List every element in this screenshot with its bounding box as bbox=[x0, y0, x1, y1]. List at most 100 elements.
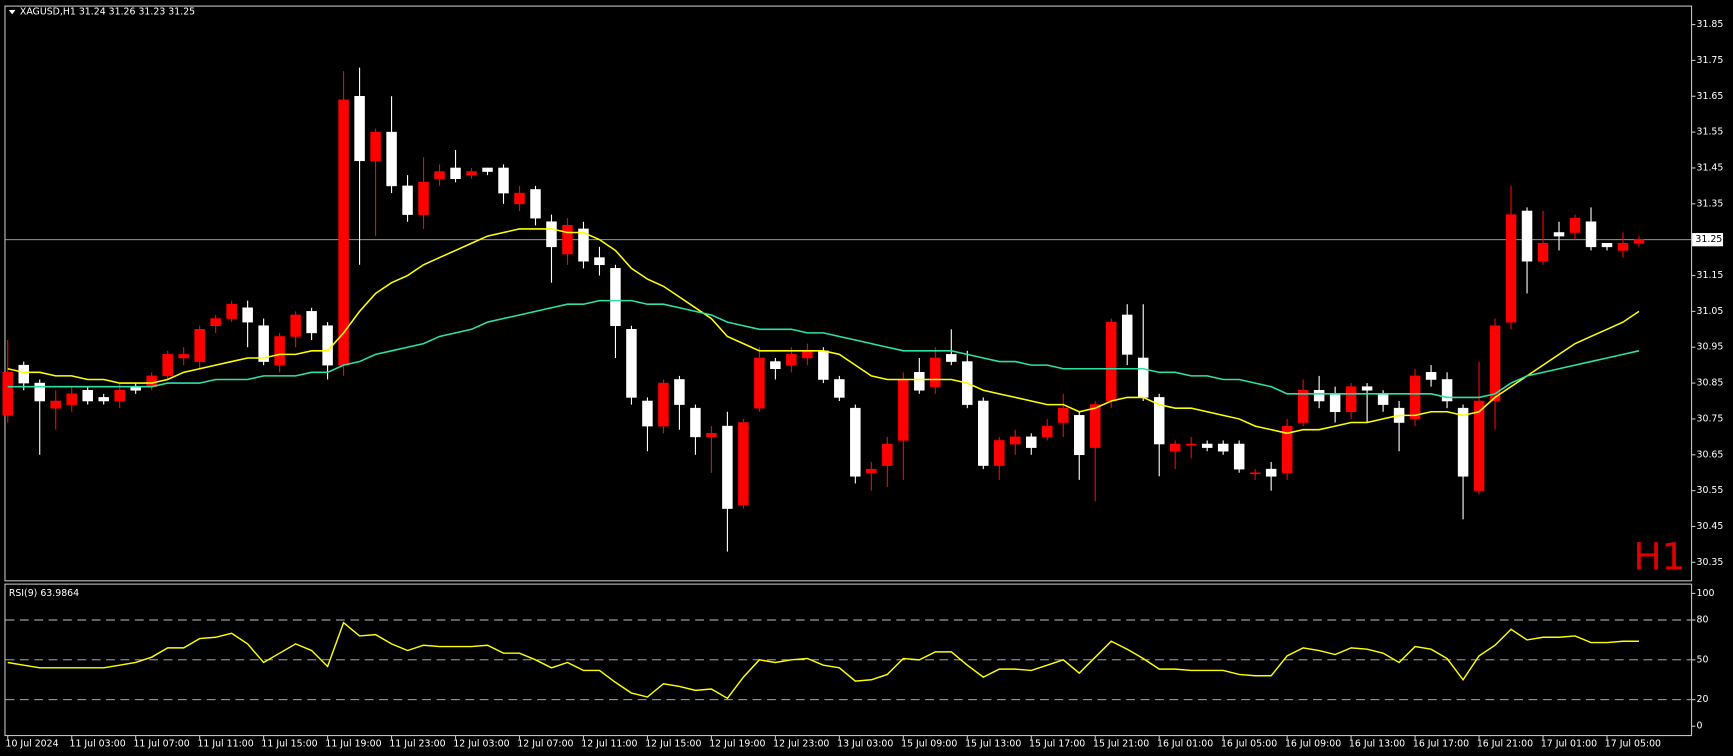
candle-body bbox=[498, 167, 509, 194]
candle-body bbox=[98, 397, 109, 402]
candle-body bbox=[1233, 443, 1245, 470]
candle-body bbox=[1121, 314, 1133, 355]
x-tick-label: 11 Jul 07:00 bbox=[133, 738, 189, 749]
candle-body bbox=[1345, 386, 1357, 413]
candle-body bbox=[914, 372, 925, 391]
candle-body bbox=[1058, 407, 1069, 423]
y-tick-label: 30.75 bbox=[1697, 413, 1724, 424]
candle-body bbox=[530, 189, 541, 219]
x-tick-label: 13 Jul 03:00 bbox=[837, 738, 893, 749]
y-tick-label: 30.95 bbox=[1697, 342, 1724, 353]
x-tick-label: 15 Jul 13:00 bbox=[965, 738, 1021, 749]
candle-body bbox=[482, 167, 493, 172]
candle-body bbox=[226, 303, 237, 319]
x-tick-label: 15 Jul 17:00 bbox=[1029, 738, 1085, 749]
candle-body bbox=[34, 382, 45, 402]
candle-body bbox=[418, 182, 429, 215]
last-price-box bbox=[1692, 233, 1724, 247]
candle-body bbox=[802, 350, 813, 359]
y-tick-label: 100 bbox=[1697, 588, 1715, 599]
x-tick-label: 15 Jul 09:00 bbox=[901, 738, 957, 749]
candle-body bbox=[882, 443, 893, 466]
y-tick-label: 31.15 bbox=[1697, 270, 1724, 281]
y-tick-label: 31.55 bbox=[1697, 127, 1724, 138]
candle-body bbox=[562, 225, 573, 255]
candle-body bbox=[274, 336, 285, 366]
candle-body bbox=[1026, 436, 1037, 448]
x-tick-label: 10 Jul 2024 bbox=[6, 738, 59, 749]
candle-body bbox=[690, 407, 701, 438]
y-tick-label: 30.35 bbox=[1697, 557, 1724, 568]
candle-body bbox=[514, 192, 525, 205]
candle-body bbox=[258, 325, 269, 362]
moving-average-line bbox=[7, 299, 1640, 399]
candle-body bbox=[450, 167, 461, 180]
candle-body bbox=[1553, 232, 1565, 237]
candle-body bbox=[1297, 389, 1309, 423]
candle-body bbox=[546, 221, 557, 248]
x-tick-label: 11 Jul 03:00 bbox=[69, 738, 125, 749]
menu-arrow[interactable] bbox=[8, 9, 16, 15]
y-tick-label: 0 bbox=[1697, 721, 1703, 732]
candle-body bbox=[1473, 400, 1485, 491]
candle-body bbox=[1281, 425, 1293, 473]
candle-body bbox=[306, 311, 317, 334]
y-tick-label: 31.65 bbox=[1697, 91, 1724, 102]
x-tick-label: 16 Jul 01:00 bbox=[1157, 738, 1213, 749]
candle-body bbox=[642, 400, 653, 427]
candle-body bbox=[706, 432, 717, 438]
candle-body bbox=[1617, 242, 1629, 251]
candle-body bbox=[1153, 397, 1165, 445]
candle-body bbox=[978, 400, 989, 466]
candle-body bbox=[322, 325, 333, 366]
candle-body bbox=[1313, 389, 1325, 402]
candle-body bbox=[18, 364, 29, 384]
candle-body bbox=[82, 389, 93, 402]
x-tick-label: 12 Jul 11:00 bbox=[581, 738, 637, 749]
candle-body bbox=[194, 329, 205, 362]
candle-body bbox=[290, 314, 301, 337]
candle-body bbox=[386, 131, 397, 187]
x-tick-label: 11 Jul 15:00 bbox=[261, 738, 317, 749]
candle-body bbox=[338, 99, 349, 366]
candle-body bbox=[754, 357, 765, 409]
x-tick-label: 11 Jul 19:00 bbox=[325, 738, 381, 749]
candle-body bbox=[1457, 407, 1469, 477]
x-tick-label: 12 Jul 15:00 bbox=[645, 738, 701, 749]
y-tick-label: 31.35 bbox=[1697, 198, 1724, 209]
candle-body bbox=[1169, 443, 1181, 452]
candle-body bbox=[354, 95, 365, 162]
candle-body bbox=[1585, 221, 1597, 248]
candle-body bbox=[1249, 472, 1261, 475]
candle-body bbox=[1329, 393, 1341, 413]
candle-body bbox=[1073, 415, 1085, 456]
candle-body bbox=[610, 268, 621, 326]
y-tick-label: 50 bbox=[1697, 654, 1709, 665]
x-tick-label: 16 Jul 13:00 bbox=[1349, 738, 1405, 749]
candle-body bbox=[1521, 210, 1533, 262]
x-tick-label: 12 Jul 23:00 bbox=[773, 738, 829, 749]
x-tick-label: 12 Jul 07:00 bbox=[517, 738, 573, 749]
candle-body bbox=[1409, 375, 1421, 420]
candle-body bbox=[674, 379, 685, 405]
x-tick-label: 12 Jul 03:00 bbox=[453, 738, 509, 749]
candle-body bbox=[1137, 357, 1149, 398]
candle-body bbox=[786, 354, 797, 366]
candle-body bbox=[658, 382, 669, 427]
candle-body bbox=[210, 318, 221, 326]
candle-body bbox=[866, 468, 877, 473]
candle-body bbox=[1425, 372, 1437, 380]
candle-body bbox=[1377, 393, 1389, 405]
candle-body bbox=[578, 228, 589, 262]
timeframe-watermark: H1 bbox=[1633, 535, 1685, 579]
candle-body bbox=[1569, 217, 1581, 233]
candle-body bbox=[370, 131, 381, 162]
candle-body bbox=[594, 257, 605, 266]
x-tick-label: 17 Jul 01:00 bbox=[1541, 738, 1597, 749]
candle-body bbox=[1361, 386, 1373, 391]
y-tick-label: 31.45 bbox=[1697, 162, 1724, 173]
y-tick-label: 31.85 bbox=[1697, 19, 1724, 30]
candle-body bbox=[818, 350, 829, 380]
